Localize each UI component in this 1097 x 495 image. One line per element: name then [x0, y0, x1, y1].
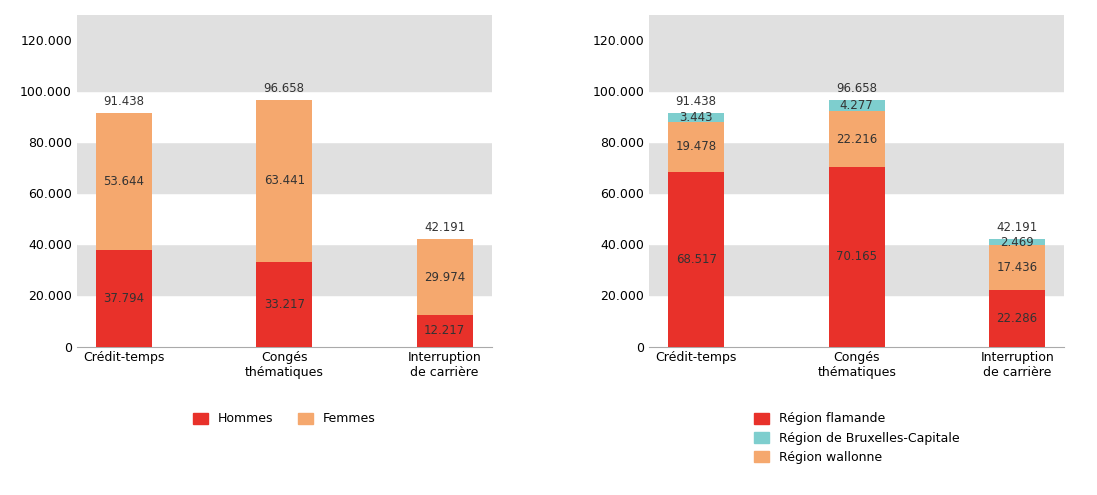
Legend: Région flamande, Région de Bruxelles-Capitale, Région wallonne: Région flamande, Région de Bruxelles-Cap…: [754, 412, 960, 464]
Bar: [95, 113, 151, 250]
Bar: [77, 143, 491, 194]
Bar: [989, 290, 1045, 346]
Text: 91.438: 91.438: [103, 95, 144, 108]
Bar: [77, 41, 491, 92]
Bar: [828, 111, 885, 167]
Text: 19.478: 19.478: [676, 141, 716, 153]
Bar: [95, 250, 151, 346]
Bar: [649, 92, 1064, 143]
Text: 22.286: 22.286: [996, 311, 1038, 325]
Bar: [77, 15, 491, 41]
Bar: [989, 245, 1045, 290]
Bar: [828, 100, 885, 111]
Bar: [989, 239, 1045, 245]
Text: 3.443: 3.443: [679, 111, 713, 124]
Bar: [668, 122, 724, 172]
Text: 68.517: 68.517: [676, 252, 716, 266]
Text: 37.794: 37.794: [103, 292, 145, 305]
Bar: [668, 172, 724, 346]
Bar: [77, 194, 491, 245]
Bar: [77, 245, 491, 296]
Bar: [649, 143, 1064, 194]
Text: 53.644: 53.644: [103, 175, 144, 188]
Text: 17.436: 17.436: [996, 261, 1038, 274]
Text: 22.216: 22.216: [836, 133, 878, 146]
Bar: [77, 296, 491, 346]
Text: 29.974: 29.974: [425, 271, 465, 284]
Bar: [256, 262, 313, 346]
Bar: [77, 92, 491, 143]
Text: 91.438: 91.438: [676, 95, 716, 108]
Text: 96.658: 96.658: [836, 82, 878, 95]
Text: 12.217: 12.217: [425, 324, 465, 338]
Bar: [649, 194, 1064, 245]
Text: 70.165: 70.165: [836, 250, 878, 263]
Bar: [417, 239, 473, 315]
Bar: [668, 113, 724, 122]
Text: 96.658: 96.658: [263, 82, 305, 95]
Text: 63.441: 63.441: [263, 174, 305, 187]
Legend: Hommes, Femmes: Hommes, Femmes: [193, 412, 376, 425]
Bar: [417, 315, 473, 346]
Text: 33.217: 33.217: [263, 297, 305, 311]
Bar: [256, 100, 313, 262]
Text: 4.277: 4.277: [840, 99, 873, 112]
Bar: [649, 245, 1064, 296]
Bar: [649, 15, 1064, 41]
Text: 42.191: 42.191: [425, 221, 465, 234]
Bar: [649, 296, 1064, 346]
Bar: [828, 167, 885, 346]
Bar: [649, 41, 1064, 92]
Text: 42.191: 42.191: [996, 221, 1038, 234]
Text: 2.469: 2.469: [1000, 236, 1034, 248]
